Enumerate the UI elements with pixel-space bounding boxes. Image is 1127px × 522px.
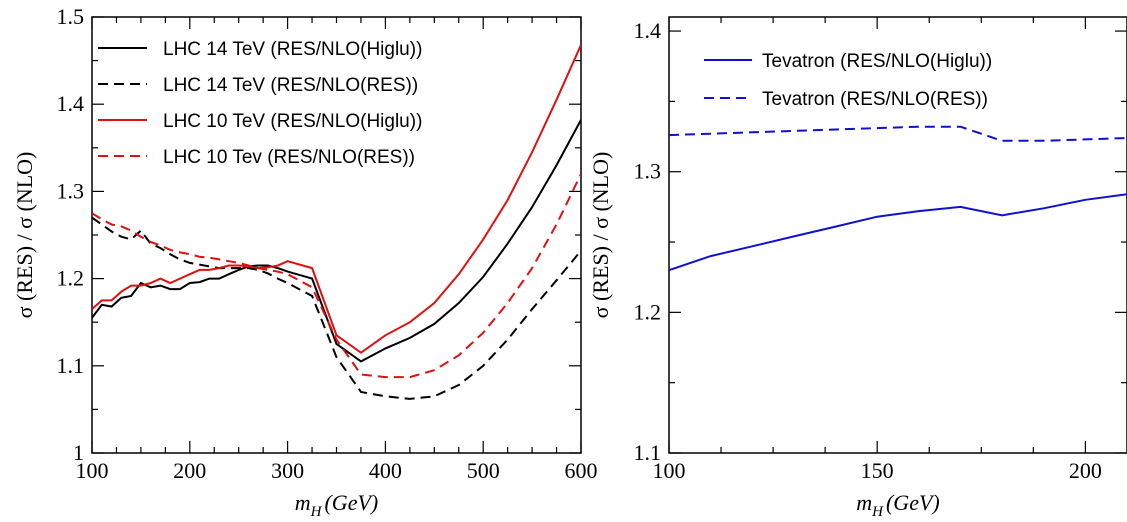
legend-label-1: LHC 14 TeV (RES/NLO(Higlu)) xyxy=(163,39,422,60)
x-tick-label: 300 xyxy=(271,458,304,483)
legend-label-3: LHC 10 TeV (RES/NLO(Higlu)) xyxy=(163,111,422,132)
x-axis-title: mH (GeV) xyxy=(856,490,939,520)
x-tick-label: 600 xyxy=(565,458,598,483)
chart-panel-2: 100 150 200 1.1 1.2 1.3 1.4 mH (GeV) σ (RES) / σ … xyxy=(588,16,1127,520)
x-tick-label: 400 xyxy=(369,458,402,483)
y-tick-label: 1.4 xyxy=(57,91,85,116)
series-line-2 xyxy=(92,216,581,400)
y-tick-label: 1.3 xyxy=(57,178,85,203)
series-line-2 xyxy=(669,125,1127,142)
legend-label-2: Tevatron (RES/NLO(RES)) xyxy=(762,89,988,110)
y-tick-label: 1.2 xyxy=(634,299,662,324)
x-tick-label: 200 xyxy=(173,458,206,483)
x-tick-label: 500 xyxy=(467,458,500,483)
y-tick-label: 1.3 xyxy=(634,159,662,184)
x-tick-label: 100 xyxy=(76,458,109,483)
legend-label-1: Tevatron (RES/NLO(Higlu)) xyxy=(762,51,992,72)
y-tick-label: 1.2 xyxy=(57,266,85,291)
legend: LHC 14 TeV (RES/NLO(Higlu)) LHC 14 TeV (R… xyxy=(98,39,422,168)
x-tick-label: 200 xyxy=(1069,458,1102,483)
x-tick-label: 150 xyxy=(861,458,894,483)
legend-label-2: LHC 14 TeV (RES/NLO(RES)) xyxy=(163,75,418,96)
series-line-4 xyxy=(92,173,581,379)
legend-label-4: LHC 10 Tev (RES/NLO(RES)) xyxy=(163,147,415,168)
x-axis-title: mH (GeV) xyxy=(295,490,378,520)
y-tick-label: 1.1 xyxy=(57,353,85,378)
y-tick-label: 1.5 xyxy=(57,4,85,29)
plot-frame xyxy=(668,16,1127,454)
chart-panel-1: 100 200 300 400 500 600 1 1.1 1.2 1.3 1.4 1.5 mH (GeV… xyxy=(12,4,598,520)
series-line-1 xyxy=(669,193,1127,272)
x-tick-label: 100 xyxy=(653,458,686,483)
y-axis-title: σ (RES) / σ (NLO) xyxy=(588,152,613,319)
y-axis-title: σ (RES) / σ (NLO) xyxy=(12,152,37,319)
y-tick-label: 1.4 xyxy=(634,18,662,43)
legend: Tevatron (RES/NLO(Higlu)) Tevatron (RES/N… xyxy=(704,51,992,110)
y-tick-label: 1.1 xyxy=(634,440,662,465)
y-tick-label: 1 xyxy=(73,440,84,465)
